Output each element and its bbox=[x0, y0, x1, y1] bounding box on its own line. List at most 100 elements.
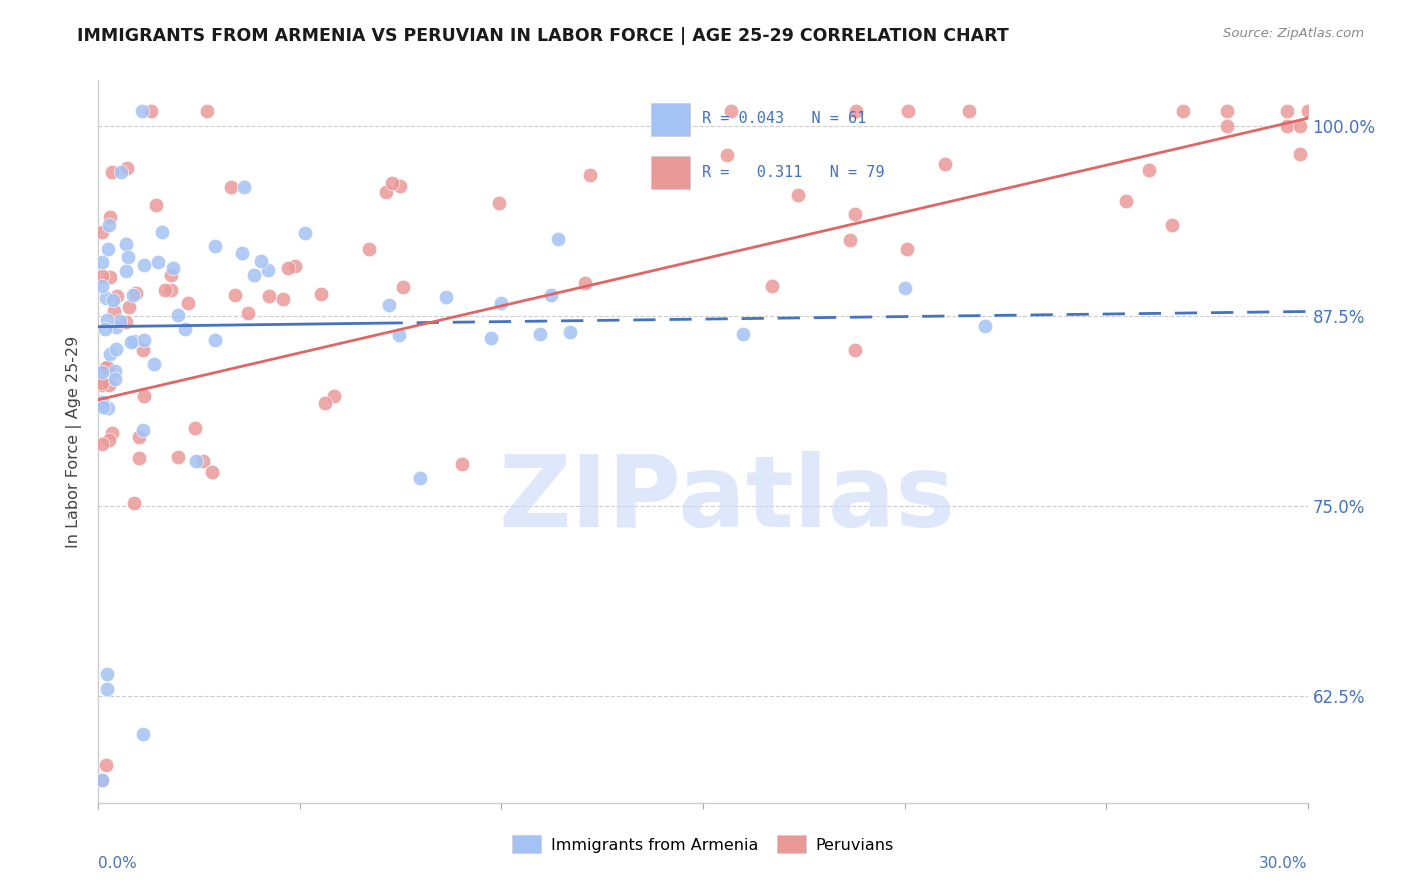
Point bbox=[491, 296, 513, 310]
Point bbox=[91, 772, 114, 787]
Point bbox=[103, 304, 125, 318]
Point bbox=[434, 290, 457, 304]
Text: ZIPatlas: ZIPatlas bbox=[499, 450, 956, 548]
Point bbox=[150, 226, 173, 240]
Point bbox=[540, 288, 562, 302]
Point bbox=[1115, 194, 1137, 209]
Point bbox=[183, 421, 205, 435]
Point bbox=[91, 226, 114, 240]
Point bbox=[131, 103, 153, 118]
Point bbox=[166, 450, 188, 464]
Point bbox=[1296, 103, 1319, 118]
Text: 0.0%: 0.0% bbox=[98, 856, 138, 871]
Point bbox=[1277, 119, 1299, 133]
Point bbox=[787, 188, 810, 202]
Point bbox=[1288, 147, 1310, 161]
Point bbox=[101, 164, 124, 178]
Point bbox=[124, 334, 146, 348]
Point bbox=[1137, 163, 1160, 178]
Legend: Immigrants from Armenia, Peruvians: Immigrants from Armenia, Peruvians bbox=[506, 829, 900, 860]
Point bbox=[91, 365, 114, 379]
Point bbox=[132, 343, 155, 358]
Bar bbox=[651, 103, 690, 136]
Point bbox=[96, 757, 118, 772]
Point bbox=[105, 288, 128, 302]
Point bbox=[91, 278, 114, 293]
Point bbox=[114, 237, 136, 252]
Point bbox=[118, 300, 141, 314]
Point bbox=[359, 243, 381, 257]
Point bbox=[204, 238, 226, 252]
Point bbox=[104, 319, 127, 334]
Point bbox=[893, 281, 915, 295]
Point bbox=[145, 198, 167, 212]
Point bbox=[271, 292, 294, 306]
Point bbox=[934, 156, 956, 170]
Point bbox=[101, 293, 124, 308]
Point bbox=[231, 245, 253, 260]
Point bbox=[97, 242, 120, 256]
Point bbox=[100, 426, 122, 441]
Point bbox=[96, 681, 118, 696]
Point bbox=[132, 423, 155, 437]
Y-axis label: In Labor Force | Age 25-29: In Labor Force | Age 25-29 bbox=[66, 335, 83, 548]
Point bbox=[160, 268, 183, 282]
Point bbox=[91, 437, 114, 451]
Bar bbox=[651, 156, 690, 189]
Point bbox=[219, 179, 242, 194]
Point bbox=[98, 433, 121, 447]
Point bbox=[720, 103, 742, 118]
Point bbox=[98, 218, 121, 232]
Point bbox=[162, 260, 184, 275]
Point bbox=[1277, 103, 1299, 118]
Point bbox=[128, 451, 150, 466]
Point bbox=[93, 360, 115, 375]
Point bbox=[139, 103, 162, 118]
Point bbox=[93, 322, 115, 336]
Point bbox=[91, 378, 114, 392]
Point bbox=[381, 176, 404, 190]
Point bbox=[294, 226, 316, 240]
Point bbox=[125, 286, 148, 301]
Point bbox=[375, 186, 398, 200]
Point bbox=[115, 264, 138, 278]
Point bbox=[224, 288, 246, 302]
Point bbox=[110, 164, 132, 178]
Point bbox=[733, 326, 755, 341]
Point bbox=[98, 378, 121, 392]
Point bbox=[159, 283, 181, 297]
Point bbox=[98, 347, 121, 361]
Point bbox=[191, 454, 214, 468]
Point bbox=[547, 231, 569, 245]
Point bbox=[122, 288, 145, 302]
Point bbox=[94, 291, 117, 305]
Point bbox=[128, 430, 150, 444]
Point bbox=[1216, 119, 1239, 133]
Point bbox=[259, 288, 281, 302]
Point bbox=[322, 389, 344, 403]
Point bbox=[236, 306, 259, 320]
Point bbox=[716, 148, 738, 162]
Point bbox=[896, 243, 918, 257]
Point bbox=[132, 388, 155, 402]
Point bbox=[974, 319, 997, 334]
Point bbox=[91, 395, 114, 409]
Point bbox=[115, 161, 138, 175]
Point bbox=[481, 331, 503, 345]
Point bbox=[200, 465, 222, 479]
Point bbox=[117, 250, 139, 264]
Point bbox=[845, 103, 868, 118]
Point bbox=[195, 103, 218, 118]
Point bbox=[98, 270, 121, 285]
Point bbox=[104, 372, 127, 386]
Text: Source: ZipAtlas.com: Source: ZipAtlas.com bbox=[1223, 27, 1364, 40]
Text: 30.0%: 30.0% bbox=[1260, 856, 1308, 871]
Point bbox=[558, 325, 581, 339]
Point bbox=[488, 196, 510, 211]
Point bbox=[184, 453, 207, 467]
Point bbox=[761, 278, 783, 293]
Point bbox=[309, 287, 332, 301]
Point bbox=[177, 296, 200, 310]
Point bbox=[93, 400, 115, 414]
Point bbox=[838, 233, 860, 247]
